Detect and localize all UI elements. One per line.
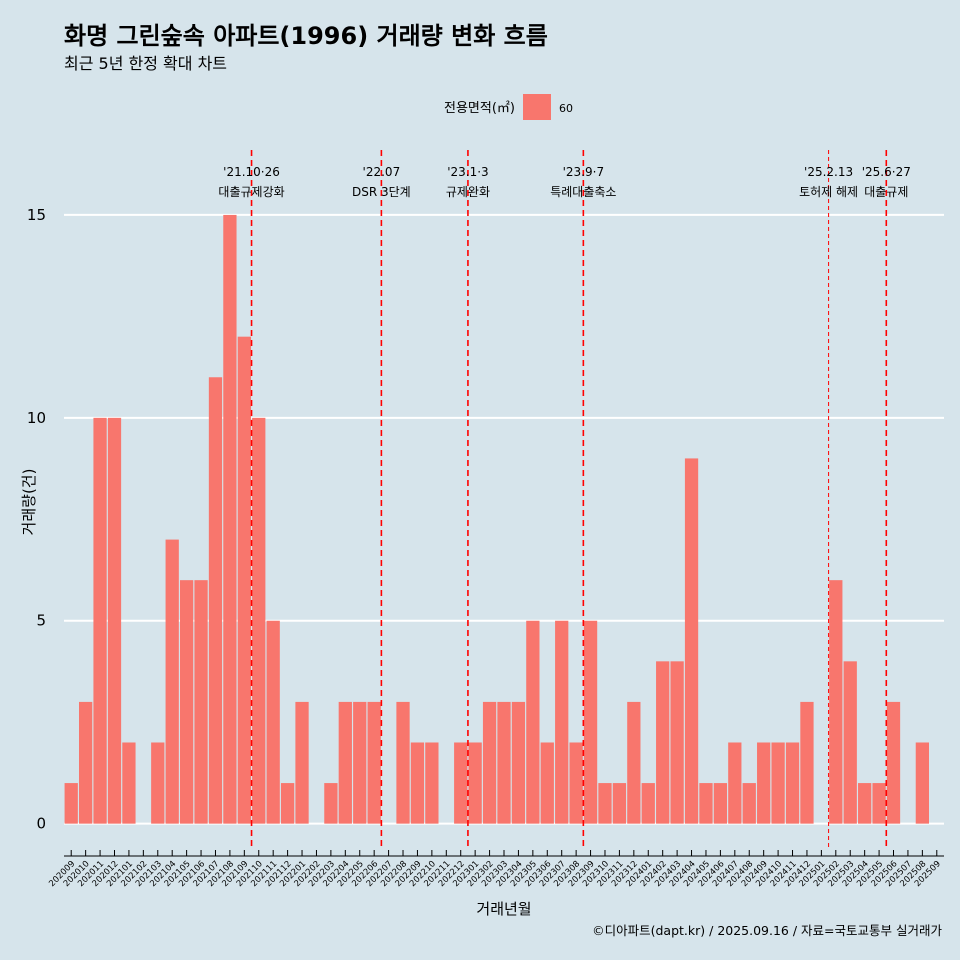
y-tick-label: 5 <box>36 612 46 630</box>
legend: 전용면적(㎡) 60 <box>444 94 573 120</box>
bar <box>742 783 756 824</box>
caption: ©디아파트(dapt.kr) / 2025.09.16 / 자료=국토교통부 실… <box>592 923 942 938</box>
bar <box>93 417 107 824</box>
bar <box>858 783 872 824</box>
bar <box>627 701 641 824</box>
bar <box>237 336 251 824</box>
bar <box>79 701 93 824</box>
event-label: '22.07 <box>363 165 401 179</box>
chart-subtitle: 최근 5년 한정 확대 차트 <box>64 54 227 73</box>
bar <box>843 661 857 824</box>
event-label: DSR 3단계 <box>352 185 411 199</box>
bar <box>656 661 670 824</box>
bar <box>511 701 526 824</box>
y-axis-title: 거래량(건) <box>20 469 38 536</box>
bar <box>425 742 439 824</box>
bar <box>165 539 179 824</box>
bar <box>757 742 771 824</box>
bar <box>194 580 208 824</box>
bar <box>454 742 468 824</box>
bar <box>295 701 309 824</box>
bar <box>598 783 612 824</box>
y-tick-label: 10 <box>27 409 46 427</box>
event-label: '21.10·26 <box>223 165 280 179</box>
legend-label: 60 <box>559 102 573 115</box>
bar <box>526 620 540 824</box>
bars <box>64 214 929 824</box>
bar <box>338 701 352 824</box>
bar <box>670 661 684 824</box>
bar <box>555 620 569 824</box>
bar <box>324 783 338 824</box>
bar <box>540 742 554 824</box>
event-label: '25.6·27 <box>862 165 911 179</box>
bar <box>641 783 655 824</box>
bar <box>64 783 78 824</box>
event-label: '23.1·3 <box>447 165 488 179</box>
bar <box>468 742 482 824</box>
bar <box>872 783 886 824</box>
bar <box>482 701 497 824</box>
bar <box>583 620 598 824</box>
bar <box>367 701 381 824</box>
bar <box>829 580 843 824</box>
bar <box>612 783 627 824</box>
event-label: 규제완화 <box>446 185 490 199</box>
legend-title: 전용면적(㎡) <box>444 101 515 116</box>
bar <box>915 742 929 824</box>
bar <box>353 701 367 824</box>
event-markers: '21.10·26 대출규제강화 '22.07 DSR 3단계 '23.1·3 규제완화 '… <box>218 150 911 848</box>
bar <box>223 214 237 824</box>
bar <box>208 377 223 824</box>
bar <box>107 417 122 824</box>
bar <box>684 458 699 824</box>
y-axis: 0 5 10 15 <box>27 206 46 833</box>
bar <box>179 580 194 824</box>
bar <box>252 417 266 824</box>
bar <box>151 742 165 824</box>
event-label: 대출규제 <box>864 185 908 199</box>
bar <box>280 783 295 824</box>
bar <box>699 783 713 824</box>
bar <box>569 742 583 824</box>
bar <box>800 701 814 824</box>
event-label: 특례대출축소 <box>550 185 616 199</box>
bar <box>728 742 742 824</box>
chart-title: 화명 그린숲속 아파트(1996) 거래량 변화 흐름 <box>64 22 548 50</box>
bar <box>886 701 901 824</box>
bar <box>410 742 425 824</box>
bar <box>396 701 410 824</box>
bar <box>497 701 511 824</box>
event-label: 대출규제강화 <box>218 185 284 199</box>
x-axis: 2020092020102020112020122021012021022021… <box>47 850 944 889</box>
bar <box>713 783 728 824</box>
event-label: '25.2.13 <box>804 165 853 179</box>
y-tick-label: 15 <box>27 206 46 224</box>
x-axis-title: 거래년월 <box>476 900 531 918</box>
event-label: '23.9·7 <box>563 165 604 179</box>
event-label: 토허제 해제 <box>799 185 858 199</box>
bar <box>122 742 136 824</box>
bar <box>266 620 280 824</box>
bar <box>785 742 800 824</box>
bar <box>771 742 785 824</box>
y-tick-label: 0 <box>36 815 46 833</box>
legend-swatch <box>523 94 551 120</box>
